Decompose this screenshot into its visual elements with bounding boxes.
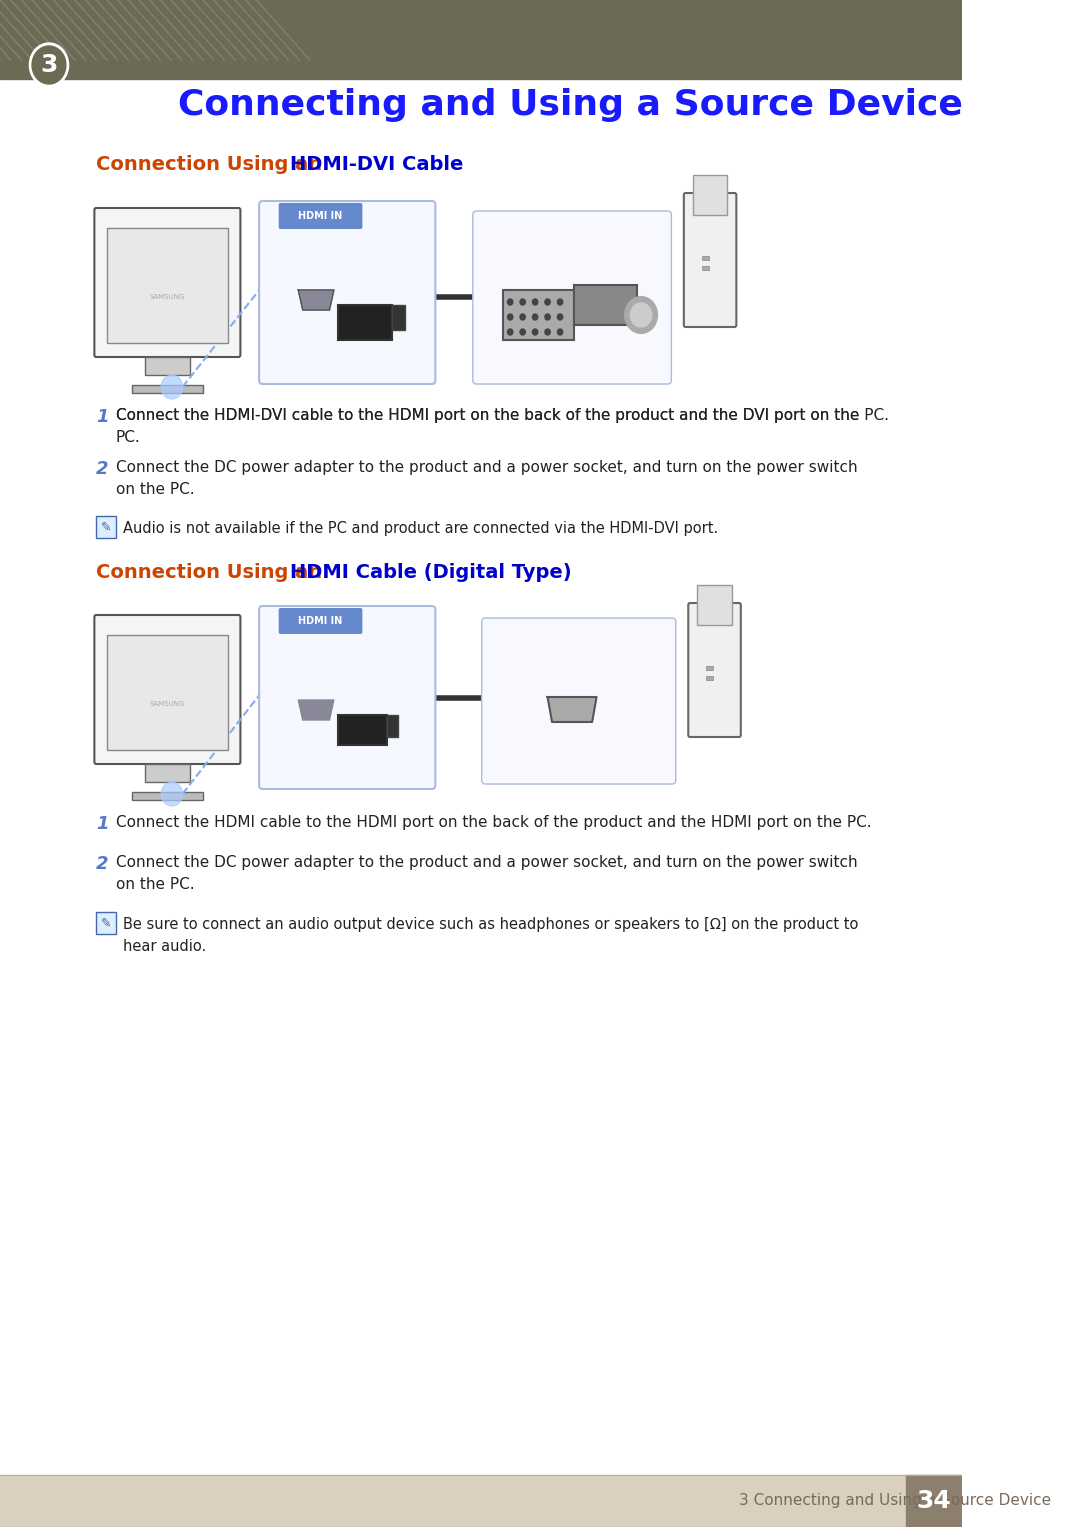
Text: Connect the DC power adapter to the product and a power socket, and turn on the : Connect the DC power adapter to the prod… bbox=[116, 460, 858, 475]
Circle shape bbox=[508, 328, 513, 334]
FancyBboxPatch shape bbox=[482, 618, 676, 783]
Text: 2: 2 bbox=[96, 460, 109, 478]
Circle shape bbox=[532, 315, 538, 321]
Circle shape bbox=[545, 315, 551, 321]
Text: Connection Using an: Connection Using an bbox=[96, 156, 329, 174]
Circle shape bbox=[557, 328, 563, 334]
Bar bbox=[702, 257, 708, 260]
Text: HDMI Cable (Digital Type): HDMI Cable (Digital Type) bbox=[291, 562, 572, 582]
Bar bbox=[96, 516, 116, 538]
Circle shape bbox=[519, 328, 525, 334]
Polygon shape bbox=[298, 699, 334, 721]
Bar bbox=[392, 305, 405, 330]
Text: Be sure to connect an audio output device such as headphones or speakers to [Ω] : Be sure to connect an audio output devic… bbox=[123, 918, 859, 931]
Bar bbox=[107, 635, 228, 750]
Text: HDMI IN: HDMI IN bbox=[298, 615, 342, 626]
Bar bbox=[132, 385, 203, 392]
FancyBboxPatch shape bbox=[279, 203, 363, 229]
Bar bbox=[388, 715, 399, 738]
Text: 2: 2 bbox=[96, 855, 109, 873]
Text: 1: 1 bbox=[96, 408, 109, 426]
Text: 34: 34 bbox=[917, 1489, 951, 1513]
Bar bbox=[145, 357, 190, 376]
Bar bbox=[692, 176, 728, 215]
Text: Connect the HDMI cable to the HDMI port on the back of the product and the HDMI : Connect the HDMI cable to the HDMI port … bbox=[116, 815, 872, 831]
Bar bbox=[107, 228, 228, 344]
Bar bbox=[132, 793, 203, 800]
Text: on the PC.: on the PC. bbox=[116, 876, 194, 892]
Text: Connecting and Using a Source Device: Connecting and Using a Source Device bbox=[178, 89, 963, 122]
Text: Audio is not available if the PC and product are connected via the HDMI-DVI port: Audio is not available if the PC and pro… bbox=[123, 521, 718, 536]
FancyBboxPatch shape bbox=[259, 606, 435, 789]
Circle shape bbox=[532, 328, 538, 334]
Text: SAMSUNG: SAMSUNG bbox=[150, 295, 185, 299]
FancyBboxPatch shape bbox=[94, 208, 241, 357]
Text: HDMI-DVI Cable: HDMI-DVI Cable bbox=[291, 156, 463, 174]
Bar bbox=[0, 0, 961, 79]
FancyBboxPatch shape bbox=[684, 192, 737, 327]
Bar bbox=[145, 764, 190, 782]
Bar bbox=[575, 286, 636, 325]
Text: on the PC.: on the PC. bbox=[116, 483, 194, 496]
Text: Connect the DC power adapter to the product and a power socket, and turn on the : Connect the DC power adapter to the prod… bbox=[116, 855, 858, 870]
FancyBboxPatch shape bbox=[279, 608, 363, 634]
Polygon shape bbox=[298, 290, 334, 310]
Text: hear audio.: hear audio. bbox=[123, 939, 206, 954]
Bar bbox=[338, 305, 392, 341]
Bar bbox=[338, 715, 388, 745]
Text: Connect the HDMI-DVI cable to the HDMI port on the back of the product and the D: Connect the HDMI-DVI cable to the HDMI p… bbox=[116, 408, 889, 423]
Circle shape bbox=[161, 782, 183, 806]
FancyBboxPatch shape bbox=[688, 603, 741, 738]
Circle shape bbox=[631, 302, 651, 327]
Text: Connect the HDMI-DVI cable to the HDMI port on the back of the product and the D: Connect the HDMI-DVI cable to the HDMI p… bbox=[116, 408, 859, 423]
Circle shape bbox=[161, 376, 183, 399]
Text: 3: 3 bbox=[40, 53, 57, 76]
Circle shape bbox=[508, 299, 513, 305]
Circle shape bbox=[545, 299, 551, 305]
FancyBboxPatch shape bbox=[94, 615, 241, 764]
Text: SAMSUNG: SAMSUNG bbox=[150, 701, 185, 707]
Bar bbox=[706, 666, 713, 670]
Bar bbox=[698, 585, 732, 625]
FancyBboxPatch shape bbox=[473, 211, 672, 383]
Bar bbox=[702, 266, 708, 270]
Circle shape bbox=[32, 46, 66, 84]
Text: PC.: PC. bbox=[116, 431, 140, 444]
Circle shape bbox=[29, 43, 68, 87]
Text: HDMI IN: HDMI IN bbox=[298, 211, 342, 221]
Circle shape bbox=[519, 299, 525, 305]
Bar bbox=[706, 676, 713, 680]
Circle shape bbox=[532, 299, 538, 305]
Bar bbox=[96, 912, 116, 935]
Text: 1: 1 bbox=[96, 815, 109, 834]
FancyBboxPatch shape bbox=[259, 202, 435, 383]
Circle shape bbox=[519, 315, 525, 321]
Circle shape bbox=[557, 299, 563, 305]
Bar bbox=[0, 1475, 961, 1527]
Bar bbox=[503, 290, 575, 341]
Circle shape bbox=[545, 328, 551, 334]
Bar bbox=[906, 1475, 961, 1527]
Text: ✎: ✎ bbox=[100, 916, 111, 930]
Circle shape bbox=[557, 315, 563, 321]
Circle shape bbox=[508, 315, 513, 321]
Circle shape bbox=[625, 296, 657, 333]
Text: ✎: ✎ bbox=[100, 521, 111, 533]
Polygon shape bbox=[548, 696, 596, 722]
Text: Connection Using an: Connection Using an bbox=[96, 562, 329, 582]
Text: 3 Connecting and Using a Source Device: 3 Connecting and Using a Source Device bbox=[739, 1493, 1051, 1509]
